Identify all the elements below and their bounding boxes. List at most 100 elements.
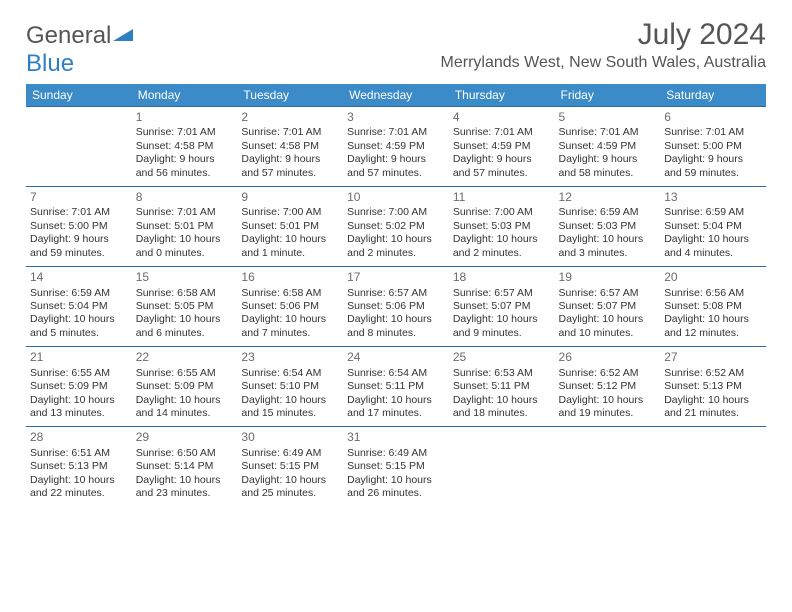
- daylight-line: Daylight: 10 hours and 10 minutes.: [559, 313, 657, 340]
- day-header: Saturday: [660, 84, 766, 107]
- sunrise-line: Sunrise: 6:53 AM: [453, 367, 551, 380]
- day-number: 28: [30, 430, 128, 445]
- sunset-line: Sunset: 5:00 PM: [30, 220, 128, 233]
- logo: General Blue: [26, 22, 135, 78]
- day-number: 13: [664, 190, 762, 205]
- day-number: 31: [347, 430, 445, 445]
- day-number: 17: [347, 270, 445, 285]
- calendar-day-cell: 14Sunrise: 6:59 AMSunset: 5:04 PMDayligh…: [26, 267, 132, 347]
- day-number: 20: [664, 270, 762, 285]
- daylight-line: Daylight: 10 hours and 6 minutes.: [136, 313, 234, 340]
- daylight-line: Daylight: 10 hours and 14 minutes.: [136, 394, 234, 421]
- sunrise-line: Sunrise: 6:50 AM: [136, 447, 234, 460]
- calendar-day-cell: 11Sunrise: 7:00 AMSunset: 5:03 PMDayligh…: [449, 187, 555, 267]
- calendar-day-cell: 8Sunrise: 7:01 AMSunset: 5:01 PMDaylight…: [132, 187, 238, 267]
- calendar-day-cell: 9Sunrise: 7:00 AMSunset: 5:01 PMDaylight…: [237, 187, 343, 267]
- daylight-line: Daylight: 10 hours and 15 minutes.: [241, 394, 339, 421]
- sunset-line: Sunset: 5:09 PM: [30, 380, 128, 393]
- daylight-line: Daylight: 9 hours and 57 minutes.: [241, 153, 339, 180]
- sunrise-line: Sunrise: 6:49 AM: [347, 447, 445, 460]
- day-number: 24: [347, 350, 445, 365]
- sunset-line: Sunset: 5:04 PM: [30, 300, 128, 313]
- sunset-line: Sunset: 5:05 PM: [136, 300, 234, 313]
- day-number: 8: [136, 190, 234, 205]
- day-number: 18: [453, 270, 551, 285]
- day-header: Thursday: [449, 84, 555, 107]
- header: General Blue July 2024 Merrylands West, …: [26, 18, 766, 78]
- logo-word1: General: [26, 22, 111, 49]
- sunrise-line: Sunrise: 6:52 AM: [559, 367, 657, 380]
- sunrise-line: Sunrise: 7:00 AM: [241, 206, 339, 219]
- page-title: July 2024: [441, 18, 766, 52]
- day-number: 19: [559, 270, 657, 285]
- calendar-day-cell: 10Sunrise: 7:00 AMSunset: 5:02 PMDayligh…: [343, 187, 449, 267]
- daylight-line: Daylight: 10 hours and 8 minutes.: [347, 313, 445, 340]
- calendar-day-cell: [555, 427, 661, 507]
- sunset-line: Sunset: 5:07 PM: [559, 300, 657, 313]
- sunset-line: Sunset: 5:04 PM: [664, 220, 762, 233]
- day-number: 11: [453, 190, 551, 205]
- daylight-line: Daylight: 10 hours and 4 minutes.: [664, 233, 762, 260]
- sunrise-line: Sunrise: 7:01 AM: [453, 126, 551, 139]
- calendar-day-cell: 22Sunrise: 6:55 AMSunset: 5:09 PMDayligh…: [132, 347, 238, 427]
- day-number: 23: [241, 350, 339, 365]
- day-number: 6: [664, 110, 762, 125]
- calendar-day-cell: 19 Sunrise: 6:57 AMSunset: 5:07 PMDayligh…: [555, 267, 661, 347]
- daylight-line: Daylight: 10 hours and 21 minutes.: [664, 394, 762, 421]
- daylight-line: Daylight: 10 hours and 2 minutes.: [347, 233, 445, 260]
- day-number: 15: [136, 270, 234, 285]
- calendar-week-row: 14 Sunrise: 6:59 AMSunset: 5:04 PM Dayligh…: [26, 267, 766, 347]
- day-number: 25: [453, 350, 551, 365]
- sunset-line: Sunset: 5:02 PM: [347, 220, 445, 233]
- day-number: 3: [347, 110, 445, 125]
- day-number: 12: [559, 190, 657, 205]
- sunrise-line: Sunrise: 6:57 AM: [559, 287, 657, 300]
- day-number: 5: [559, 110, 657, 125]
- sunset-line: Sunset: 5:00 PM: [664, 140, 762, 153]
- sunset-line: Sunset: 5:07 PM: [453, 300, 551, 313]
- calendar-day-cell: 2Sunrise: 7:01 AMSunset: 4:58 PMDaylight…: [237, 107, 343, 187]
- day-number: 29: [136, 430, 234, 445]
- calendar-day-cell: 25Sunrise: 6:53 AMSunset: 5:11 PMDayligh…: [449, 347, 555, 427]
- sunrise-line: Sunrise: 6:57 AM: [347, 287, 445, 300]
- day-header: Sunday: [26, 84, 132, 107]
- calendar-week-row: 21Sunrise: 6:55 AMSunset: 5:09 PMDayligh…: [26, 347, 766, 427]
- daylight-line: Daylight: 10 hours and 25 minutes.: [241, 474, 339, 501]
- sunset-line: Sunset: 5:15 PM: [347, 460, 445, 473]
- sunrise-line: Sunrise: 6:55 AM: [30, 367, 128, 380]
- daylight-line: Daylight: 10 hours and 17 minutes.: [347, 394, 445, 421]
- sunset-line: Sunset: 5:15 PM: [241, 460, 339, 473]
- calendar-body: 1Sunrise: 7:01 AMSunset: 4:58 PMDaylight…: [26, 107, 766, 507]
- calendar-day-cell: [660, 427, 766, 507]
- day-header: Monday: [132, 84, 238, 107]
- day-number: 14: [30, 270, 128, 285]
- calendar-day-cell: [449, 427, 555, 507]
- calendar-day-cell: 4Sunrise: 7:01 AMSunset: 4:59 PMDaylight…: [449, 107, 555, 187]
- logo-text: General Blue: [26, 22, 135, 78]
- daylight-line: Daylight: 10 hours and 19 minutes.: [559, 394, 657, 421]
- header-right: July 2024 Merrylands West, New South Wal…: [441, 18, 766, 72]
- day-number: 16: [241, 270, 339, 285]
- daylight-line: Daylight: 9 hours and 57 minutes.: [453, 153, 551, 180]
- day-number: 27: [664, 350, 762, 365]
- location-text: Merrylands West, New South Wales, Austra…: [441, 54, 766, 72]
- daylight-line: Daylight: 9 hours and 57 minutes.: [347, 153, 445, 180]
- sunrise-line: Sunrise: 6:59 AM: [30, 287, 128, 300]
- sunset-line: Sunset: 5:13 PM: [30, 460, 128, 473]
- sunset-line: Sunset: 5:03 PM: [453, 220, 551, 233]
- calendar-day-cell: 15Sunrise: 6:58 AMSunset: 5:05 PMDayligh…: [132, 267, 238, 347]
- day-number: 21: [30, 350, 128, 365]
- sunset-line: Sunset: 4:59 PM: [559, 140, 657, 153]
- calendar-thead: SundayMondayTuesdayWednesdayThursdayFrid…: [26, 84, 766, 107]
- calendar-day-cell: 5Sunrise: 7:01 AMSunset: 4:59 PMDaylight…: [555, 107, 661, 187]
- daylight-line: Daylight: 10 hours and 13 minutes.: [30, 394, 128, 421]
- sunrise-line: Sunrise: 7:01 AM: [30, 206, 128, 219]
- sunset-line: Sunset: 4:59 PM: [453, 140, 551, 153]
- sunset-line: Sunset: 5:11 PM: [347, 380, 445, 393]
- sunset-line: Sunset: 5:13 PM: [664, 380, 762, 393]
- day-number: 7: [30, 190, 128, 205]
- logo-triangle-icon: [113, 22, 135, 50]
- calendar-table: SundayMondayTuesdayWednesdayThursdayFrid…: [26, 84, 766, 507]
- daylight-line: Daylight: 9 hours and 56 minutes.: [136, 153, 234, 180]
- sunrise-line: Sunrise: 6:59 AM: [664, 206, 762, 219]
